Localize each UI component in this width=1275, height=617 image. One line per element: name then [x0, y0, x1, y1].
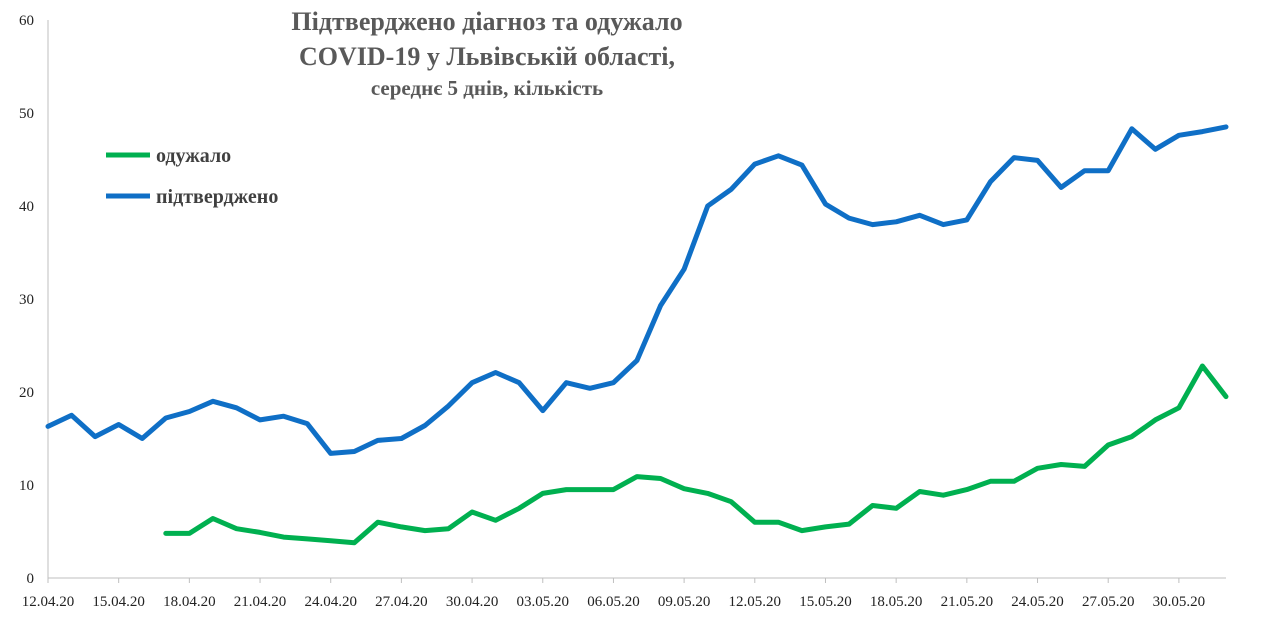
axes [47, 20, 1226, 579]
x-tick-label: 21.04.20 [234, 594, 287, 610]
y-tick-label: 10 [19, 478, 34, 494]
x-tick-label: 30.05.20 [1153, 594, 1206, 610]
x-axis-ticks: 12.04.20 15.04.20 18.04.20 21.04.20 24.04.20… [22, 578, 1205, 610]
x-tick-label: 30.04.20 [446, 594, 499, 610]
x-tick-label: 18.05.20 [870, 594, 923, 610]
x-tick-label: 15.05.20 [799, 594, 852, 610]
series-line-recovered [163, 363, 1229, 546]
series-line-confirmed [45, 124, 1229, 456]
x-tick-label: 18.04.20 [163, 594, 216, 610]
x-tick-label: 06.05.20 [587, 594, 640, 610]
title-line-1: Підтверджено діагноз та одужало [291, 7, 682, 36]
legend-label-confirmed: підтверджено [156, 186, 278, 208]
x-tick-label: 12.04.20 [22, 594, 75, 610]
x-tick-label: 21.05.20 [941, 594, 994, 610]
x-tick-label: 24.04.20 [304, 594, 357, 610]
x-tick-label: 27.04.20 [375, 594, 428, 610]
x-tick-label: 03.05.20 [517, 594, 570, 610]
legend: одужало підтверджено [106, 145, 278, 208]
y-tick-label: 60 [19, 13, 34, 29]
y-axis-ticks: 0 10 20 30 40 50 60 [19, 13, 34, 587]
x-tick-label: 27.05.20 [1082, 594, 1135, 610]
x-tick-label: 09.05.20 [658, 594, 711, 610]
y-tick-label: 20 [19, 385, 34, 401]
y-tick-label: 0 [27, 571, 35, 587]
title-line-2: COVID-19 у Львівській області, [299, 42, 675, 71]
chart-title: Підтверджено діагноз та одужало COVID-19… [291, 7, 682, 100]
title-line-3: середнє 5 днів, кількість [371, 76, 603, 100]
x-tick-label: 15.04.20 [92, 594, 145, 610]
x-tick-label: 24.05.20 [1011, 594, 1064, 610]
legend-label-recovered: одужало [156, 145, 231, 167]
series-lines [45, 124, 1229, 546]
y-tick-label: 30 [19, 292, 34, 308]
y-tick-label: 40 [19, 199, 34, 215]
y-tick-label: 50 [19, 106, 34, 122]
x-tick-label: 12.05.20 [729, 594, 782, 610]
